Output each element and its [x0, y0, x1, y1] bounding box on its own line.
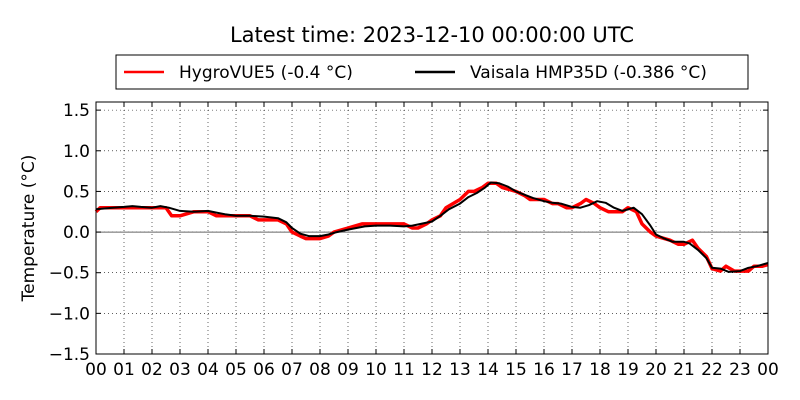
x-tick-label: 06 — [253, 360, 275, 380]
series-layer — [94, 181, 769, 273]
legend-label-vaisala: Vaisala HMP35D (-0.386 °C) — [470, 63, 707, 83]
x-tick-label: 21 — [673, 360, 695, 380]
series-line-hygrovue5 — [94, 181, 769, 273]
y-tick-label: −1.5 — [49, 345, 90, 365]
grid — [95, 102, 769, 355]
x-tick-label: 03 — [169, 360, 191, 380]
x-tick-label: 12 — [421, 360, 443, 380]
x-tick-label: 16 — [533, 360, 555, 380]
y-tick-label: 0.5 — [63, 182, 90, 202]
x-tick-label: 09 — [337, 360, 359, 380]
x-tick-label: 02 — [141, 360, 163, 380]
tick-labels: 00 01 02 03 04 05 06 07 08 09 10 11 12 13 14 15 16 17 18 19… — [49, 101, 779, 380]
y-tick-label: −1.0 — [49, 304, 90, 324]
x-tick-label: 20 — [645, 360, 667, 380]
legend-label-hygrovue5: HygroVUE5 (-0.4 °C) — [179, 63, 353, 83]
chart-title: Latest time: 2023-12-10 00:00:00 UTC — [230, 23, 634, 47]
x-tick-label: 13 — [449, 360, 471, 380]
x-tick-label: 15 — [505, 360, 527, 380]
x-tick-label: 22 — [701, 360, 723, 380]
x-tick-label: 01 — [113, 360, 135, 380]
y-tick-label: −0.5 — [49, 264, 90, 284]
x-tick-label: 11 — [393, 360, 415, 380]
y-axis-label: Temperature (°C) — [19, 155, 39, 303]
legend: HygroVUE5 (-0.4 °C) Vaisala HMP35D (-0.3… — [115, 54, 749, 90]
y-tick-label: 0.0 — [63, 223, 90, 243]
y-tick-label: 1.0 — [63, 142, 90, 162]
x-tick-label: 14 — [477, 360, 499, 380]
x-tick-label: 07 — [281, 360, 303, 380]
x-tick-label: 05 — [225, 360, 247, 380]
ticks — [95, 102, 769, 355]
plot-area — [95, 101, 769, 355]
x-tick-label: 00 — [85, 360, 107, 380]
x-tick-label: 10 — [365, 360, 387, 380]
x-tick-label: 19 — [617, 360, 639, 380]
x-tick-label: 23 — [729, 360, 751, 380]
x-tick-label: 18 — [589, 360, 611, 380]
x-tick-label: 04 — [197, 360, 219, 380]
series-line-vaisala — [95, 181, 769, 273]
x-tick-label: 08 — [309, 360, 331, 380]
y-tick-label: 1.5 — [63, 101, 90, 121]
x-tick-label: 00 — [757, 360, 779, 380]
x-tick-label: 17 — [561, 360, 583, 380]
